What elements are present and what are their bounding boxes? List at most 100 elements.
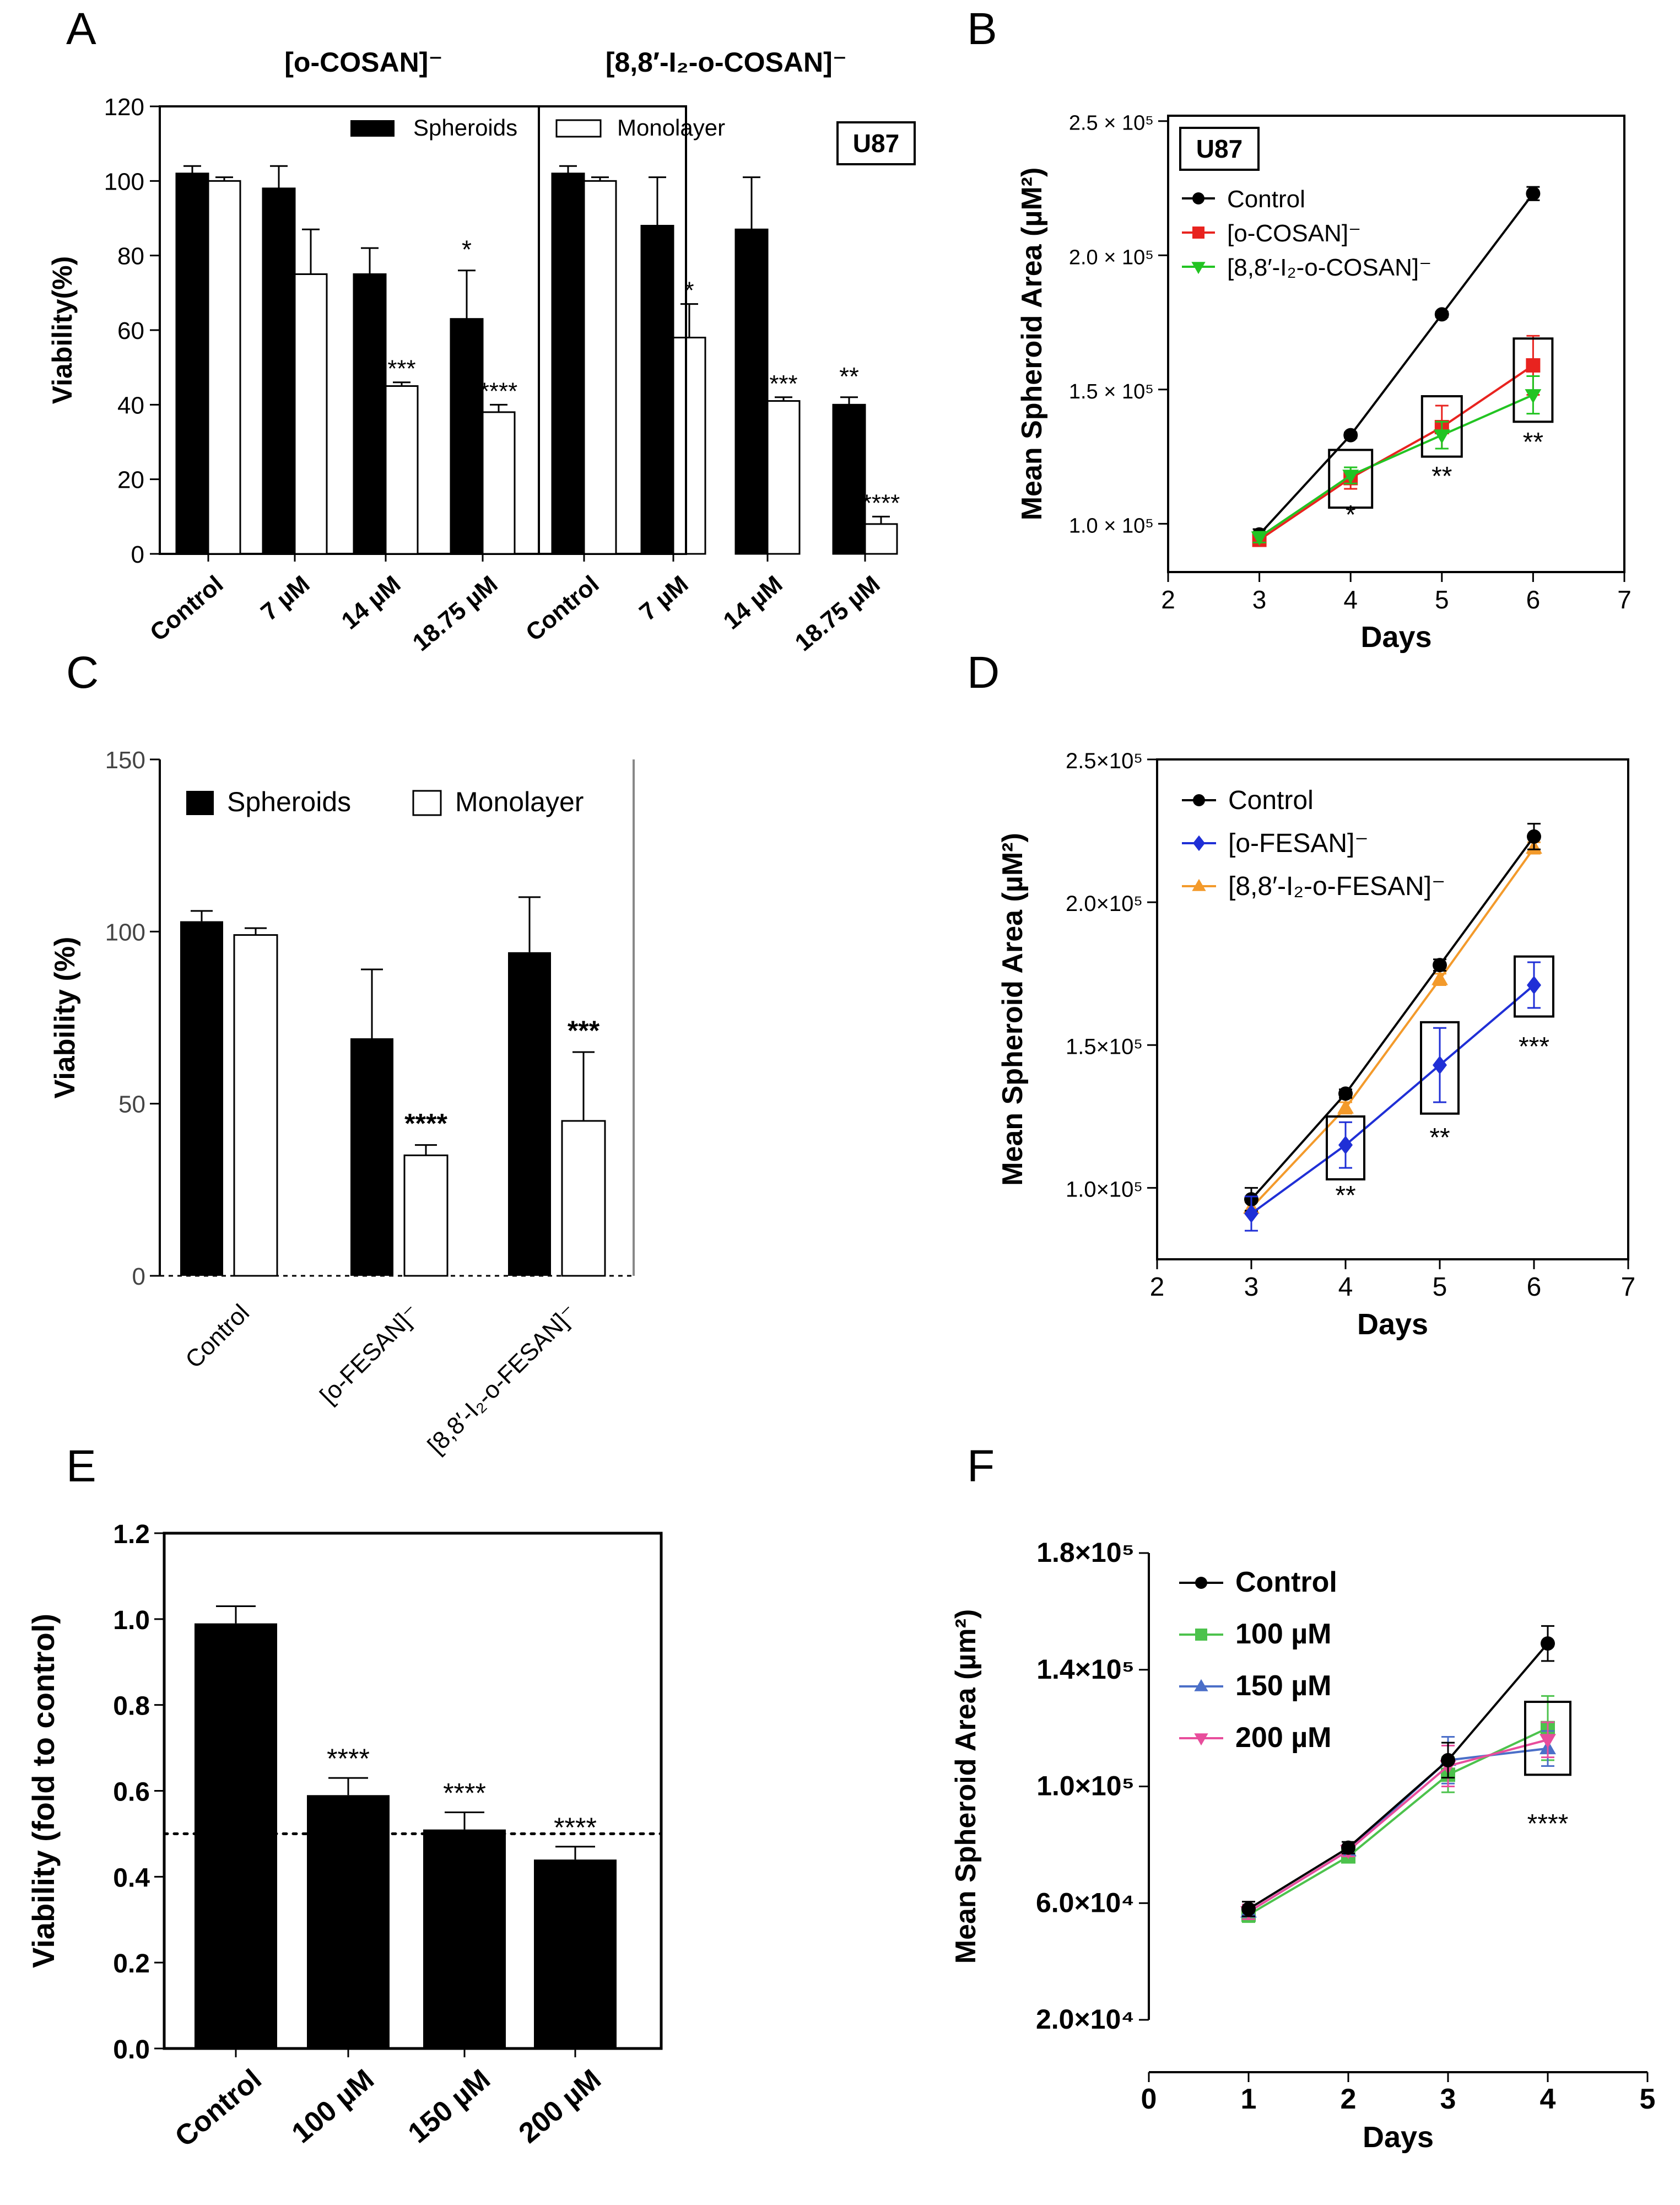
y-tick-label: 1.2 <box>113 1520 150 1549</box>
bar <box>423 1829 506 2048</box>
data-point <box>1192 878 1206 891</box>
bar-spheroids <box>551 172 585 555</box>
bar-spheroids <box>832 403 866 555</box>
bar-spheroids <box>353 273 387 555</box>
legend-swatch-monolayer <box>412 790 442 816</box>
series-line <box>1247 1738 1548 1913</box>
x-tick-label: 1 <box>1241 2083 1257 2115</box>
legend-label: [o-FESAN]⁻ <box>1228 829 1369 858</box>
significance-box <box>1514 955 1554 1018</box>
x-axis-label: Days <box>1363 2121 1434 2154</box>
x-tick-label: Control <box>180 1299 255 1373</box>
data-point <box>1526 186 1541 201</box>
y-tick-label: 1.0×10⁵ <box>1066 1177 1143 1201</box>
y-tick-label: 20 <box>117 467 144 494</box>
y-tick-label: 100 <box>104 168 144 195</box>
x-tick-label: 0 <box>1141 2083 1157 2115</box>
significance-label: ** <box>1431 462 1452 491</box>
y-tick-label: 120 <box>104 94 144 121</box>
legend-swatch-monolayer <box>555 119 602 138</box>
data-point <box>1526 358 1541 373</box>
significance-label: *** <box>387 355 415 382</box>
panel-letter-c: C <box>66 648 99 698</box>
legend-swatch-spheroids <box>186 791 214 815</box>
bar-spheroids <box>640 225 674 555</box>
y-tick-label: 0 <box>131 541 144 568</box>
significance-label: *** <box>769 370 797 397</box>
plot-frame <box>1156 758 1629 1260</box>
bar-monolayer <box>482 411 516 555</box>
x-tick-label: 2 <box>1341 2083 1357 2115</box>
data-point <box>1195 1629 1207 1641</box>
data-point <box>1539 1734 1556 1749</box>
x-tick-label: 6 <box>1527 1273 1542 1302</box>
data-point <box>1338 1135 1353 1155</box>
legend-label: 100 µM <box>1235 1618 1331 1650</box>
data-point <box>1241 1901 1256 1916</box>
significance-label: **** <box>443 1777 486 1808</box>
data-point <box>1343 428 1358 443</box>
legend-label: Control <box>1227 186 1305 213</box>
y-axis-label: Viability(%) <box>47 256 78 405</box>
significance-label: ** <box>1523 428 1543 457</box>
significance-box <box>1420 395 1463 458</box>
bar-monolayer <box>766 400 801 555</box>
x-axis-label: Days <box>1360 621 1431 654</box>
bar-spheroids <box>508 952 551 1276</box>
y-tick-label: 60 <box>117 317 144 344</box>
data-point <box>1194 1679 1208 1691</box>
y-tick-label: 0.0 <box>113 2035 150 2064</box>
significance-label: ** <box>1429 1123 1450 1152</box>
figure-layer: A BC DE F020406080100120Viability(%)[o-COSA… <box>26 4 1655 2154</box>
y-tick-label: 80 <box>117 243 144 270</box>
x-tick-label: 14 µM <box>337 570 406 635</box>
y-tick-label: 6.0×10⁴ <box>1036 1887 1135 1918</box>
legend-label: [8,8′-I₂-o-FESAN]⁻ <box>1228 872 1445 901</box>
y-tick-label: 0.6 <box>113 1778 150 1807</box>
series-line <box>1250 984 1535 1215</box>
legend-swatch-spheroids <box>350 120 395 137</box>
data-point <box>1192 227 1204 239</box>
series-line <box>1247 1727 1548 1916</box>
significance-label: **** <box>1527 1809 1569 1839</box>
significance-label: ** <box>1335 1181 1355 1210</box>
significance-label: **** <box>404 1108 447 1139</box>
legend-label: 150 µM <box>1235 1670 1331 1702</box>
data-point <box>1441 1753 1455 1767</box>
legend-label-spheroids: Spheroids <box>413 115 517 141</box>
data-point <box>1342 470 1359 484</box>
data-point <box>1433 429 1450 444</box>
bar <box>195 1623 277 2048</box>
y-tick-label: 50 <box>118 1091 145 1118</box>
cell-line-label: U87 <box>1196 134 1243 163</box>
data-point <box>1527 975 1541 995</box>
x-tick-label: 5 <box>1435 585 1449 614</box>
y-tick-label: 1.8×10⁵ <box>1036 1537 1135 1568</box>
y-tick-label: 2.0×10⁵ <box>1066 892 1143 916</box>
bar-spheroids <box>734 228 769 555</box>
data-point <box>1527 829 1541 844</box>
bar-monolayer <box>561 1120 606 1277</box>
x-tick-label: 4 <box>1540 2083 1556 2115</box>
y-axis-label: Viability (fold to control) <box>26 1614 61 1968</box>
y-tick-label: 0.4 <box>113 1863 150 1893</box>
y-tick-label: 40 <box>117 392 144 419</box>
x-tick-label: 3 <box>1440 2083 1456 2115</box>
y-tick-label: 1.0 <box>113 1606 150 1635</box>
y-tick-label: 1.0 × 10⁵ <box>1069 514 1154 537</box>
significance-label: * <box>1346 500 1356 530</box>
bar <box>307 1795 390 2048</box>
legend-label-monolayer: Monolayer <box>455 786 584 817</box>
x-axis-label: Days <box>1357 1308 1428 1341</box>
y-tick-label: 1.0×10⁵ <box>1036 1771 1135 1802</box>
bar-monolayer <box>583 180 617 555</box>
data-point <box>1193 835 1205 851</box>
y-axis-label: Viability (%) <box>49 937 81 1099</box>
x-tick-label: 7 µM <box>256 570 315 626</box>
x-tick-label: 7 µM <box>634 570 693 626</box>
bar-monolayer <box>672 337 706 555</box>
series-line <box>1247 1642 1549 1910</box>
legend-label: Control <box>1228 786 1314 815</box>
legend-label-monolayer: Monolayer <box>617 115 725 141</box>
